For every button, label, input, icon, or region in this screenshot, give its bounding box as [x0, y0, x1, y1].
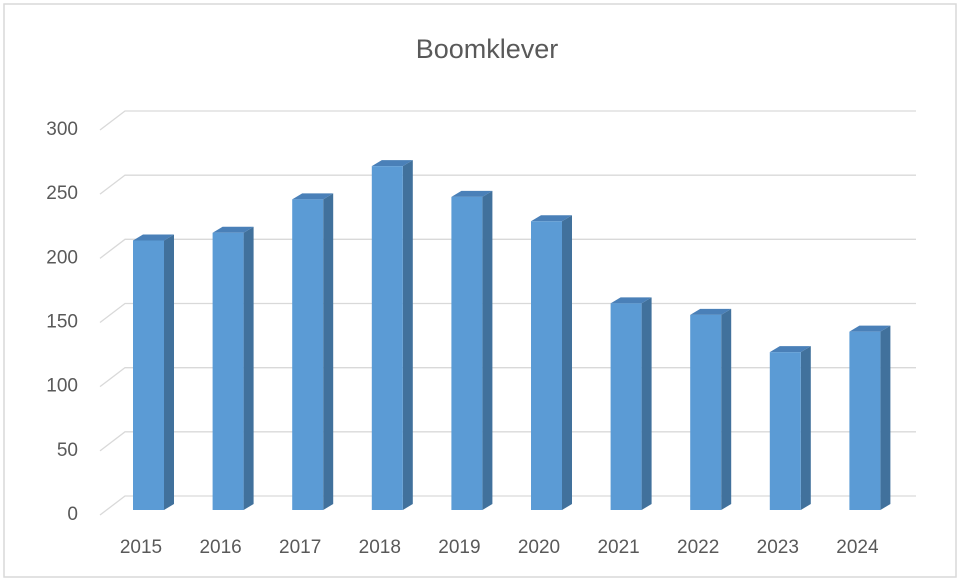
- bar: [371, 160, 413, 511]
- y-tick-label: 150: [46, 312, 78, 333]
- x-tick-label: 2023: [757, 537, 799, 558]
- x-tick-label: 2021: [597, 537, 639, 558]
- bar-front: [531, 221, 562, 510]
- bar: [849, 325, 891, 510]
- bar: [212, 226, 254, 511]
- bar-top: [451, 190, 493, 197]
- bar: [292, 193, 334, 510]
- x-tick-label: 2017: [279, 537, 321, 558]
- x-tick-label: 2018: [359, 537, 401, 558]
- bar-top: [292, 193, 334, 200]
- bar-top: [371, 160, 413, 167]
- bar-front: [371, 166, 403, 511]
- bar-side: [641, 297, 652, 510]
- bar-front: [849, 331, 881, 510]
- grid-line: [99, 238, 916, 259]
- bar-front: [451, 196, 483, 510]
- y-tick-label: 200: [46, 247, 78, 268]
- bar-front: [212, 232, 244, 511]
- x-tick-label: 2024: [836, 537, 879, 558]
- bar-side: [800, 346, 811, 510]
- grid-line: [99, 367, 916, 388]
- bar-side: [243, 226, 254, 511]
- bar-side: [721, 308, 732, 510]
- y-tick-label: 0: [67, 504, 78, 525]
- bar-top: [610, 297, 652, 304]
- bar-front: [610, 303, 642, 510]
- bar-side: [482, 190, 493, 510]
- bar-side: [880, 325, 891, 510]
- bar-top: [531, 215, 572, 222]
- grid-line: [99, 174, 916, 195]
- y-tick-label: 100: [46, 376, 78, 397]
- bar: [690, 308, 732, 510]
- x-tick-label: 2020: [518, 537, 560, 558]
- bar: [610, 297, 652, 510]
- y-tick-label: 50: [57, 440, 78, 461]
- x-tick-label: 2019: [438, 537, 480, 558]
- bar-side: [164, 234, 174, 510]
- y-tick-label: 300: [46, 119, 78, 140]
- bar: [769, 346, 811, 510]
- bar-top: [690, 308, 732, 315]
- bar-front: [133, 240, 164, 510]
- grid-line: [99, 302, 916, 324]
- bar-top: [212, 226, 254, 233]
- grid-line: [99, 110, 916, 131]
- bar: [531, 215, 572, 510]
- grid-line: [99, 431, 916, 452]
- bar-top: [133, 234, 174, 241]
- bar-top: [849, 325, 891, 332]
- bar-top: [769, 346, 811, 353]
- bar-side: [562, 215, 572, 510]
- bar-front: [292, 199, 324, 510]
- bar: [133, 234, 174, 510]
- x-tick-label: 2015: [120, 537, 162, 558]
- bar-side: [402, 160, 413, 511]
- chart-title: Boomklever: [416, 34, 559, 64]
- bar-front: [769, 352, 801, 510]
- x-tick-label: 2016: [199, 537, 241, 558]
- bar-side: [323, 193, 334, 510]
- bar-front: [690, 314, 722, 510]
- bar: [451, 190, 493, 510]
- grid-line: [99, 495, 916, 516]
- x-tick-label: 2022: [677, 537, 719, 558]
- y-tick-label: 250: [46, 183, 78, 204]
